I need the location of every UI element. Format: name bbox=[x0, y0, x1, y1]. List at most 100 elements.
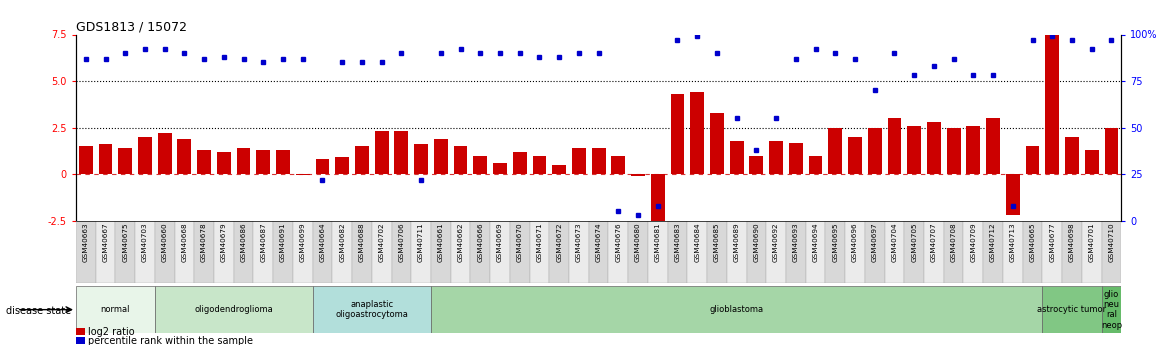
Text: anaplastic
oligoastrocytoma: anaplastic oligoastrocytoma bbox=[335, 300, 408, 319]
Bar bbox=[983, 221, 1003, 283]
Text: log2 ratio: log2 ratio bbox=[88, 327, 134, 336]
Text: GSM40678: GSM40678 bbox=[201, 222, 207, 262]
Bar bbox=[411, 221, 431, 283]
Text: GSM40692: GSM40692 bbox=[773, 222, 779, 262]
Bar bbox=[116, 221, 135, 283]
Text: glio
neu
ral
neop: glio neu ral neop bbox=[1101, 289, 1122, 330]
Text: GSM40689: GSM40689 bbox=[734, 222, 739, 262]
Bar bbox=[908, 126, 922, 174]
Bar bbox=[529, 221, 549, 283]
Text: GSM40677: GSM40677 bbox=[1049, 222, 1055, 262]
Bar bbox=[333, 221, 352, 283]
Bar bbox=[273, 221, 293, 283]
Text: GSM40699: GSM40699 bbox=[300, 222, 306, 262]
Bar bbox=[315, 159, 329, 174]
Text: GSM40679: GSM40679 bbox=[221, 222, 227, 262]
Bar bbox=[174, 221, 194, 283]
Text: GSM40674: GSM40674 bbox=[596, 222, 602, 262]
Bar bbox=[276, 150, 290, 174]
Bar bbox=[750, 156, 764, 174]
Bar bbox=[214, 221, 234, 283]
Bar bbox=[234, 221, 253, 283]
Bar bbox=[1042, 286, 1101, 333]
Bar bbox=[491, 221, 510, 283]
Text: GSM40705: GSM40705 bbox=[911, 222, 917, 262]
Bar bbox=[730, 141, 744, 174]
Bar bbox=[135, 221, 155, 283]
Bar bbox=[1045, 34, 1059, 174]
Bar bbox=[473, 156, 487, 174]
Text: GSM40696: GSM40696 bbox=[851, 222, 858, 262]
Text: GSM40695: GSM40695 bbox=[833, 222, 839, 262]
Text: GSM40666: GSM40666 bbox=[478, 222, 484, 262]
Bar bbox=[864, 221, 884, 283]
Text: GSM40682: GSM40682 bbox=[339, 222, 346, 262]
Bar bbox=[1101, 286, 1121, 333]
Bar bbox=[1085, 150, 1099, 174]
Bar bbox=[194, 221, 214, 283]
Bar bbox=[631, 174, 645, 176]
Text: GDS1813 / 15072: GDS1813 / 15072 bbox=[76, 20, 187, 33]
Text: astrocytic tumor: astrocytic tumor bbox=[1037, 305, 1106, 314]
Bar bbox=[76, 286, 155, 333]
Bar bbox=[670, 94, 684, 174]
Bar bbox=[391, 221, 411, 283]
Bar bbox=[884, 221, 904, 283]
Bar bbox=[471, 221, 491, 283]
Bar bbox=[451, 221, 471, 283]
Text: GSM40704: GSM40704 bbox=[891, 222, 897, 262]
Bar bbox=[431, 221, 451, 283]
Text: GSM40667: GSM40667 bbox=[103, 222, 109, 262]
Bar bbox=[628, 221, 648, 283]
Bar bbox=[770, 141, 783, 174]
Bar bbox=[966, 126, 980, 174]
Bar bbox=[1023, 221, 1042, 283]
Text: GSM40713: GSM40713 bbox=[1010, 222, 1016, 262]
Bar bbox=[806, 221, 826, 283]
Bar bbox=[335, 157, 349, 174]
Text: GSM40709: GSM40709 bbox=[971, 222, 976, 262]
Bar bbox=[1006, 174, 1020, 215]
Bar bbox=[155, 221, 174, 283]
Text: GSM40697: GSM40697 bbox=[871, 222, 877, 262]
Text: percentile rank within the sample: percentile rank within the sample bbox=[88, 336, 252, 345]
Text: GSM40669: GSM40669 bbox=[496, 222, 503, 262]
Bar bbox=[710, 113, 724, 174]
Text: GSM40675: GSM40675 bbox=[123, 222, 128, 262]
Bar bbox=[293, 221, 313, 283]
Text: glioblastoma: glioblastoma bbox=[710, 305, 764, 314]
Bar bbox=[648, 221, 668, 283]
Bar bbox=[313, 221, 333, 283]
Text: GSM40663: GSM40663 bbox=[83, 222, 89, 262]
Bar bbox=[1026, 146, 1040, 174]
Text: GSM40690: GSM40690 bbox=[753, 222, 759, 262]
Text: disease state: disease state bbox=[6, 306, 71, 315]
Bar bbox=[493, 163, 507, 174]
Bar bbox=[178, 139, 192, 174]
Bar bbox=[746, 221, 766, 283]
Text: GSM40706: GSM40706 bbox=[398, 222, 404, 262]
Bar bbox=[944, 221, 964, 283]
Text: GSM40681: GSM40681 bbox=[655, 222, 661, 262]
Text: GSM40661: GSM40661 bbox=[438, 222, 444, 262]
Bar bbox=[828, 128, 842, 174]
Text: GSM40673: GSM40673 bbox=[576, 222, 582, 262]
Bar bbox=[431, 286, 1042, 333]
Text: GSM40707: GSM40707 bbox=[931, 222, 937, 262]
Bar bbox=[986, 118, 1000, 174]
Bar bbox=[826, 221, 846, 283]
Text: GSM40693: GSM40693 bbox=[793, 222, 799, 262]
Bar bbox=[904, 221, 924, 283]
Bar bbox=[611, 156, 625, 174]
Text: GSM40665: GSM40665 bbox=[1029, 222, 1036, 262]
Text: GSM40676: GSM40676 bbox=[616, 222, 621, 262]
Text: GSM40703: GSM40703 bbox=[142, 222, 148, 262]
Bar bbox=[964, 221, 983, 283]
Text: GSM40670: GSM40670 bbox=[516, 222, 523, 262]
Bar bbox=[572, 148, 586, 174]
Bar bbox=[253, 221, 273, 283]
Bar bbox=[1082, 221, 1101, 283]
Bar bbox=[313, 286, 431, 333]
Text: GSM40662: GSM40662 bbox=[458, 222, 464, 262]
Text: GSM40701: GSM40701 bbox=[1089, 222, 1094, 262]
